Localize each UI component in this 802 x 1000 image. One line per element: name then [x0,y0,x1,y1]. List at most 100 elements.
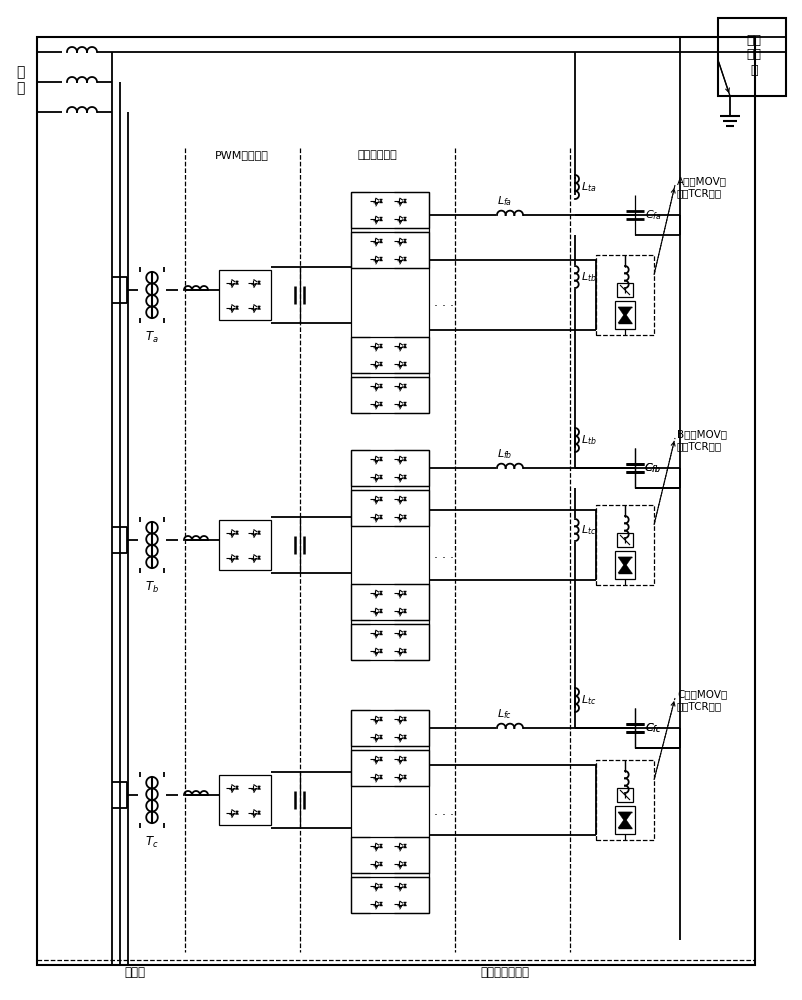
Text: . . .: . . . [433,805,453,818]
Polygon shape [379,402,382,406]
Bar [350,584,428,620]
Text: $L_{tc}$: $L_{tc}$ [581,693,596,707]
Polygon shape [403,475,406,479]
Polygon shape [403,735,406,739]
Polygon shape [235,556,238,560]
Polygon shape [379,457,382,461]
Polygon shape [403,239,406,243]
Polygon shape [403,217,406,221]
Polygon shape [379,775,382,779]
Polygon shape [257,786,260,790]
Polygon shape [379,199,382,203]
Text: . . .: . . . [433,548,453,562]
Polygon shape [379,631,382,635]
Text: 非线
性负
载: 非线 性负 载 [746,33,760,77]
Text: C相带MOV保
护的TCR支路: C相带MOV保 护的TCR支路 [676,689,727,711]
Polygon shape [379,362,382,366]
Bar [350,490,428,526]
Polygon shape [403,384,406,388]
Text: $L_{tc}$: $L_{tc}$ [581,523,596,537]
Polygon shape [403,497,406,501]
Polygon shape [403,609,406,613]
Bar [616,788,632,802]
Polygon shape [618,818,631,828]
Polygon shape [379,239,382,243]
Text: 电
网: 电 网 [16,65,24,95]
Polygon shape [403,515,406,519]
Polygon shape [403,257,406,261]
Bar [350,877,428,913]
Text: $C_{fc}$: $C_{fc}$ [644,721,661,735]
Bar [350,192,428,228]
Polygon shape [379,217,382,221]
Text: B相带MOV保
护的TCR支路: B相带MOV保 护的TCR支路 [676,429,726,451]
Polygon shape [379,902,382,906]
Polygon shape [403,717,406,721]
Polygon shape [379,649,382,653]
Polygon shape [257,306,260,310]
Text: $L_{fb}$: $L_{fb}$ [496,447,512,461]
Polygon shape [257,556,260,560]
Text: $T_c$: $T_c$ [145,834,159,850]
Bar [616,283,632,297]
Polygon shape [379,717,382,721]
Polygon shape [379,475,382,479]
Bar [350,377,428,413]
Polygon shape [379,757,382,761]
Bar [595,505,653,585]
Polygon shape [257,280,260,284]
Polygon shape [403,362,406,366]
Polygon shape [379,591,382,595]
Bar [350,710,428,746]
Polygon shape [379,862,382,866]
Polygon shape [379,609,382,613]
Polygon shape [403,402,406,406]
Polygon shape [403,775,406,779]
Polygon shape [403,902,406,906]
Text: $C_{fb}$: $C_{fb}$ [644,461,661,475]
Bar [219,775,270,825]
Polygon shape [403,862,406,866]
Bar [350,450,428,486]
Text: $T_a$: $T_a$ [145,329,159,345]
Polygon shape [403,199,406,203]
Polygon shape [235,810,238,814]
Text: $L_{fc}$: $L_{fc}$ [496,707,512,721]
Polygon shape [403,631,406,635]
Polygon shape [618,307,631,317]
Polygon shape [403,344,406,348]
Bar [350,337,428,373]
Bar [614,301,634,329]
Polygon shape [403,757,406,761]
Text: $C_{fb}$: $C_{fb}$ [644,461,661,475]
Polygon shape [403,457,406,461]
Bar [219,270,270,320]
Polygon shape [257,810,260,814]
Polygon shape [618,812,631,822]
Text: $L_{tb}$: $L_{tb}$ [581,270,596,284]
Polygon shape [235,306,238,310]
Polygon shape [403,884,406,888]
Polygon shape [257,530,260,534]
Text: . . .: . . . [433,296,453,309]
Polygon shape [235,786,238,790]
Polygon shape [379,884,382,888]
Bar [595,760,653,840]
Polygon shape [379,257,382,261]
Text: $C_{fa}$: $C_{fa}$ [644,208,661,222]
Bar [350,837,428,873]
Bar [37,37,754,965]
Bar [595,255,653,335]
Polygon shape [379,515,382,519]
Polygon shape [379,384,382,388]
Polygon shape [403,591,406,595]
Text: 级联逆变模块: 级联逆变模块 [357,150,396,160]
Polygon shape [379,844,382,848]
Polygon shape [235,280,238,284]
Bar [350,232,428,268]
Polygon shape [618,313,631,323]
Polygon shape [379,735,382,739]
Text: 输出滤波器模块: 输出滤波器模块 [480,966,529,980]
Text: PWM整流模块: PWM整流模块 [215,150,269,160]
Polygon shape [235,530,238,534]
